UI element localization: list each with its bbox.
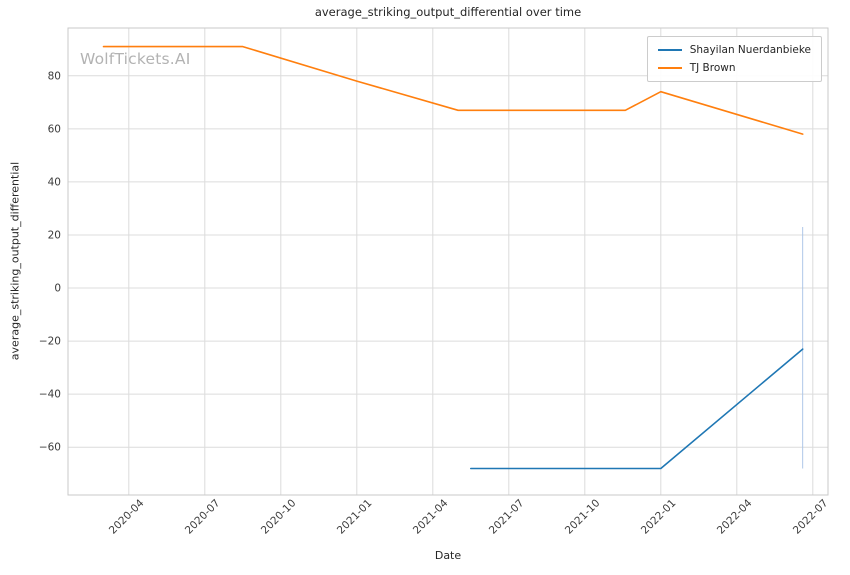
legend-item: Shayilan Nuerdanbieke [657, 44, 811, 56]
x-tick-label: 2021-04 [411, 497, 451, 537]
legend: Shayilan Nuerdanbieke TJ Brown [646, 36, 822, 82]
legend-item: TJ Brown [657, 62, 811, 74]
series-line-1 [102, 45, 804, 135]
y-tick-label: 60 [48, 123, 61, 135]
y-tick-label: −20 [39, 336, 61, 348]
y-tick-label: 0 [54, 283, 61, 295]
x-tick-label: 2022-07 [791, 497, 831, 537]
legend-label-series-1: TJ Brown [689, 62, 736, 74]
y-tick-label: −60 [39, 442, 61, 454]
x-tick-label: 2021-07 [487, 497, 527, 537]
y-tick-label: 20 [48, 229, 61, 241]
legend-line-swatch-series-1 [657, 67, 682, 69]
y-tick-label: −40 [39, 389, 61, 401]
x-axis-label: Date [434, 549, 462, 562]
x-tick-label: 2022-04 [715, 497, 755, 537]
legend-line-swatch-series-0 [657, 49, 682, 51]
y-axis-label: average_striking_output_differential [8, 161, 22, 361]
plot-frame [67, 27, 829, 496]
x-tick-label: 2020-10 [259, 497, 299, 537]
x-tick-label: 2021-01 [335, 497, 375, 537]
y-tick-label: 40 [48, 176, 61, 188]
y-tick-label: 80 [48, 70, 61, 82]
x-tick-label: 2020-07 [183, 497, 223, 537]
watermark: WolfTickets.AI [80, 50, 191, 68]
series-line-0 [469, 348, 804, 470]
x-tick-label: 2020-04 [107, 497, 147, 537]
chart-title: average_striking_output_differential ove… [314, 5, 582, 19]
legend-label-series-0: Shayilan Nuerdanbieke [689, 44, 811, 56]
x-tick-label: 2021-10 [563, 497, 603, 537]
x-tick-label: 2022-01 [639, 497, 679, 537]
